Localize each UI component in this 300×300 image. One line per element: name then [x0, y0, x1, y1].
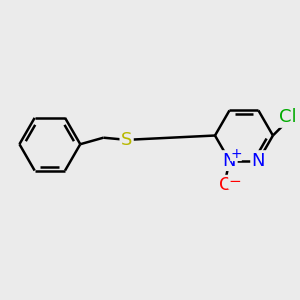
Text: S: S — [121, 131, 132, 149]
Text: Cl: Cl — [279, 108, 296, 126]
Text: N: N — [223, 152, 236, 169]
Text: −: − — [228, 174, 241, 189]
Text: O: O — [219, 176, 233, 194]
Text: +: + — [230, 147, 242, 161]
Text: N: N — [252, 152, 265, 169]
